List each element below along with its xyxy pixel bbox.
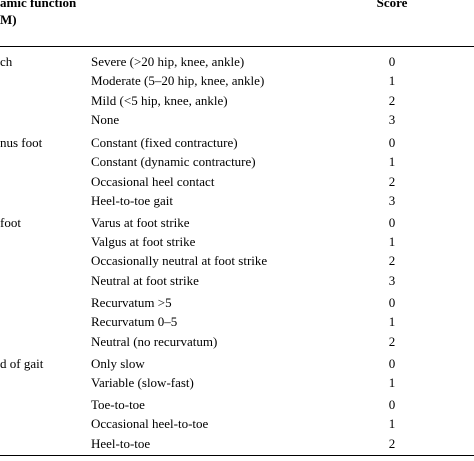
- score-cell: 1: [388, 416, 396, 431]
- description-cell: Constant (dynamic contracture): [91, 154, 256, 169]
- description-cell: Recurvatum 0–5: [91, 314, 178, 329]
- header-function-line2: M): [0, 12, 17, 27]
- description-cell: Moderate (5–20 hip, knee, ankle): [91, 73, 265, 88]
- score-cell: 0: [388, 215, 396, 230]
- description-cell: Only slow: [91, 356, 145, 371]
- score-cell: 1: [388, 73, 396, 88]
- score-cell: 2: [388, 436, 396, 451]
- score-cell: 0: [388, 54, 396, 69]
- category-cell: d of gait: [0, 356, 44, 371]
- description-cell: Heel-to-toe gait: [91, 193, 173, 208]
- score-cell: 1: [388, 375, 396, 390]
- score-cell: 0: [388, 397, 396, 412]
- score-cell: 3: [388, 273, 396, 288]
- score-cell: 1: [388, 314, 396, 329]
- score-cell: 3: [388, 193, 396, 208]
- description-cell: Occasional heel-to-toe: [91, 416, 209, 431]
- description-cell: Heel-to-toe: [91, 436, 151, 451]
- bottom-rule: [0, 455, 474, 456]
- score-cell: 0: [388, 295, 396, 310]
- score-cell: 0: [388, 356, 396, 371]
- description-cell: Valgus at foot strike: [91, 234, 196, 249]
- description-cell: Constant (fixed contracture): [91, 135, 238, 150]
- score-cell: 2: [388, 174, 396, 189]
- score-cell: 1: [388, 154, 396, 169]
- description-cell: Severe (>20 hip, knee, ankle): [91, 54, 245, 69]
- description-cell: Neutral at foot strike: [91, 273, 199, 288]
- header-function: amic function: [0, 0, 77, 10]
- score-cell: 0: [388, 135, 396, 150]
- category-cell: foot: [0, 215, 21, 230]
- description-cell: Varus at foot strike: [91, 215, 190, 230]
- category-cell: ch: [0, 54, 13, 69]
- score-cell: 3: [388, 112, 396, 127]
- header-score: Score: [376, 0, 408, 10]
- description-cell: None: [91, 112, 120, 127]
- header-rule: [0, 46, 474, 47]
- score-cell: 1: [388, 234, 396, 249]
- score-cell: 2: [388, 93, 396, 108]
- description-cell: Variable (slow-fast): [91, 375, 194, 390]
- category-cell: nus foot: [0, 135, 43, 150]
- score-cell: 2: [388, 334, 396, 349]
- score-cell: 2: [388, 253, 396, 268]
- description-cell: Neutral (no recurvatum): [91, 334, 218, 349]
- description-cell: Toe-to-toe: [91, 397, 145, 412]
- description-cell: Occasional heel contact: [91, 174, 215, 189]
- description-cell: Mild (<5 hip, knee, ankle): [91, 93, 228, 108]
- description-cell: Recurvatum >5: [91, 295, 172, 310]
- description-cell: Occasionally neutral at foot strike: [91, 253, 268, 268]
